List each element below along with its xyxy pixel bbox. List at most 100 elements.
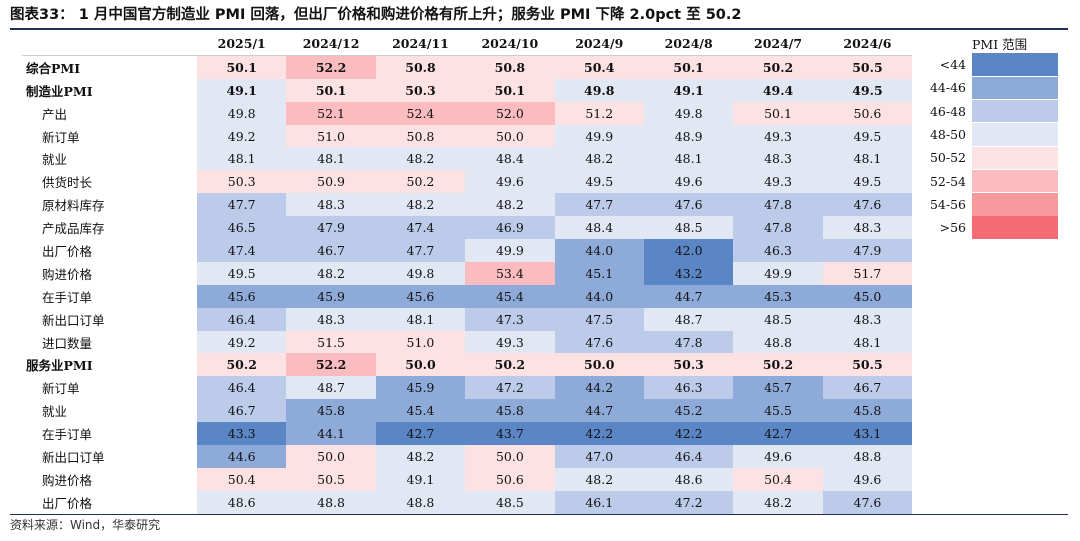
heatmap-cell: 50.5 [822,353,913,377]
heatmap-cell: 47.0 [554,445,644,468]
heatmap-cell: 51.5 [286,330,376,354]
heatmap-cell: 48.7 [286,376,376,400]
heatmap-cell: 52.2 [286,55,376,79]
heatmap-cell: 47.8 [643,330,734,354]
table-row: 就业 46.7 45.8 45.4 45.8 44.7 45.2 45.5 45.8 [22,399,913,423]
heatmap-cell: 48.2 [554,467,644,491]
heatmap-cell: 45.1 [554,261,644,285]
heatmap-cell: 50.3 [375,78,466,102]
row-label: 购进价格 [42,472,93,488]
row-label: 在手订单 [42,427,93,443]
heatmap-cell: 45.9 [286,284,376,308]
heatmap-cell: 46.7 [286,239,376,262]
header-corner [22,32,197,56]
heatmap-body: 综合PMI 50.1 52.2 50.8 50.8 50.4 50.1 50.2 50.5 制造业… [22,55,913,514]
heatmap-cell: 47.6 [643,193,734,217]
heatmap-cell: 49.8 [643,101,734,125]
heatmap-cell: 50.0 [554,353,644,377]
legend-header: PMI 范围 [922,33,1060,53]
heatmap-cell: 52.0 [465,101,555,125]
heatmap-cell: 47.9 [822,239,913,262]
heatmap-cell: 49.6 [822,467,913,491]
heatmap-cell: 48.6 [197,490,287,514]
heatmap-cell: 44.2 [554,376,644,400]
legend-label: 46-48 [929,103,966,119]
heatmap-cell: 44.0 [554,239,644,262]
heatmap-cell: 47.8 [733,193,823,217]
heatmap-cell: 47.7 [554,193,644,217]
column-header: 2024/10 [465,32,555,56]
heatmap-cell: 48.2 [286,261,376,285]
heatmap-cell: 49.5 [822,78,913,102]
heatmap-cell: 46.4 [197,307,287,331]
heatmap-cell: 48.3 [733,147,823,171]
row-label: 在手订单 [42,289,93,305]
heatmap-cell: 46.7 [197,399,287,423]
heatmap-cell: 49.4 [733,78,823,102]
heatmap-cell: 48.7 [643,307,734,331]
heatmap-cell: 48.3 [822,216,913,240]
legend-item: 50-52 [922,146,1060,170]
heatmap-cell: 49.8 [554,78,644,102]
legend-swatch [972,53,1058,76]
heatmap-cell: 50.2 [733,353,823,377]
heatmap-cell: 48.2 [554,147,644,171]
table-row: 产出 49.8 52.1 52.4 52.0 51.2 49.8 50.1 50.6 [22,101,913,125]
heatmap-cell: 44.1 [286,422,376,446]
heatmap-cell: 50.6 [465,467,555,491]
legend-swatch [972,123,1058,146]
heatmap-cell: 50.0 [465,445,555,468]
heatmap-cell: 46.9 [465,216,555,240]
heatmap-cell: 48.3 [286,307,376,331]
heatmap-cell: 48.4 [465,147,555,171]
heatmap-cell: 44.0 [554,284,644,308]
table-row: 在手订单 43.3 44.1 42.7 43.7 42.2 42.2 42.7 43.1 [22,422,913,446]
legend-label: 44-46 [929,80,966,96]
legend-label: >56 [939,220,966,236]
table-row: 出厂价格 47.4 46.7 47.7 49.9 44.0 42.0 46.3 47.9 [22,239,913,262]
heatmap-cell: 49.6 [643,170,734,194]
heatmap-cell: 45.8 [286,399,376,423]
heatmap-cell: 45.6 [197,284,287,308]
heatmap-cell: 52.1 [286,101,376,125]
heatmap-cell: 43.2 [643,261,734,285]
legend-label: 50-52 [929,150,966,166]
table-row: 新订单 46.4 48.7 45.9 47.2 44.2 46.3 45.7 46.7 [22,376,913,400]
legend-label: <44 [939,57,966,73]
heatmap-cell: 50.9 [286,170,376,194]
heatmap-cell: 48.1 [197,147,287,171]
legend-swatch [972,146,1058,170]
legend-swatch [972,193,1058,216]
chart-title: 图表33： 1 月中国官方制造业 PMI 回落，但出厂价格和购进价格有所上升；服… [10,7,742,23]
heatmap-cell: 42.7 [733,422,823,446]
row-label: 出厂价格 [42,243,93,259]
table-row: 进口数量 49.2 51.5 51.0 49.3 47.6 47.8 48.8 48.1 [22,330,913,354]
row-label: 综合PMI [26,60,81,76]
legend-item: 46-48 [922,99,1060,123]
legend-item: >56 [922,216,1060,239]
heatmap-cell: 48.2 [465,193,555,217]
heatmap-cell: 50.3 [643,353,734,377]
heatmap-cell: 45.3 [733,284,823,308]
row-label: 出厂价格 [42,495,93,511]
table-row: 综合PMI 50.1 52.2 50.8 50.8 50.4 50.1 50.2 50.5 [22,55,913,79]
heatmap-cell: 49.3 [465,330,555,354]
heatmap-cell: 49.1 [643,78,734,102]
heatmap-cell: 44.7 [643,284,734,308]
heatmap-cell: 44.7 [554,399,644,423]
heatmap-cell: 46.4 [643,445,734,468]
heatmap-cell: 42.7 [375,422,466,446]
pmi-heatmap-table: 2025/1 2024/12 2024/11 2024/10 2024/9 2024/8 2… [22,32,913,514]
heatmap-cell: 47.4 [197,239,287,262]
heatmap-cell: 48.8 [822,445,913,468]
heatmap-cell: 49.6 [733,445,823,468]
legend-swatch [972,99,1058,123]
table-row: 购进价格 50.4 50.5 49.1 50.6 48.2 48.6 50.4 49.6 [22,467,913,491]
row-label: 产成品库存 [42,221,105,237]
heatmap-cell: 51.7 [822,261,913,285]
heatmap-cell: 49.8 [197,101,287,125]
row-label: 原材料库存 [42,198,105,214]
row-label: 新出口订单 [42,312,105,328]
heatmap-cell: 46.4 [197,376,287,400]
source-note: 资料来源：Wind，华泰研究 [10,518,161,532]
